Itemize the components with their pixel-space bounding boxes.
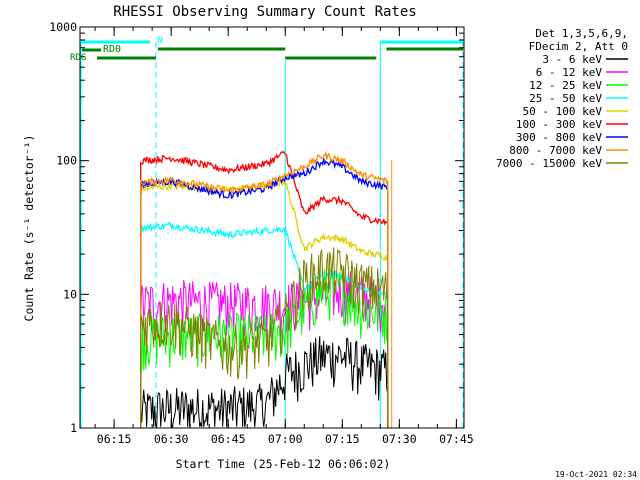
legend-label-4: 50 - 100 keV: [523, 105, 603, 118]
y-tick-label-1: 10: [63, 287, 77, 301]
x-tick-label-0: 06:15: [97, 432, 132, 446]
legend-label-6: 300 - 800 keV: [516, 131, 602, 144]
chart-axes: 1 10 100 1000 06:15 06:30 06:45 07:00 07:15 07:30…: [49, 20, 473, 446]
legend-label-8: 7000 - 15000 keV: [496, 157, 602, 170]
x-tick-label-3: 07:00: [268, 432, 303, 446]
series-line-5: [140, 150, 389, 429]
x-tick-label-1: 06:30: [154, 432, 189, 446]
chart-marks: [80, 40, 464, 429]
series-line-8: [140, 247, 389, 429]
legend-label-0: 3 - 6 keV: [542, 53, 602, 66]
x-axis-label: Start Time (25-Feb-12 06:06:02): [176, 457, 391, 471]
legend-label-2: 12 - 25 keV: [529, 79, 602, 92]
x-tick-label-6: 07:45: [439, 432, 474, 446]
legend-header-line-1: Det 1,3,5,6,9,: [535, 27, 628, 40]
legend-label-1: 6 - 12 keV: [536, 66, 603, 79]
rdg-annotation: RDG: [70, 53, 86, 63]
rd0-annotation: RD0: [103, 44, 121, 55]
series-line-7: [140, 150, 389, 429]
x-tick-label-5: 07:30: [382, 432, 417, 446]
y-axis-label: Count Rate (s⁻¹ detector⁻¹): [22, 135, 36, 322]
timestamp: 19-Oct-2021 02:34: [555, 470, 637, 479]
y-tick-label-0: 1: [70, 421, 77, 435]
legend-label-3: 25 - 50 keV: [529, 92, 602, 105]
chart-title: RHESSI Observing Summary Count Rates: [113, 4, 416, 20]
x-tick-label-2: 06:45: [211, 432, 246, 446]
plot-frame: [79, 26, 465, 429]
legend-header-line-2: FDecim 2, Att 0: [529, 40, 628, 53]
y-tick-label-2: 100: [56, 154, 77, 168]
y-tick-label-3: 1000: [49, 20, 77, 34]
series-line-3: [140, 221, 389, 429]
legend-label-7: 800 - 7000 keV: [509, 144, 602, 157]
n-annotation: N: [157, 35, 163, 46]
legend-label-5: 100 - 300 keV: [516, 118, 602, 131]
series-line-0: [140, 336, 389, 429]
x-tick-label-4: 07:15: [325, 432, 360, 446]
